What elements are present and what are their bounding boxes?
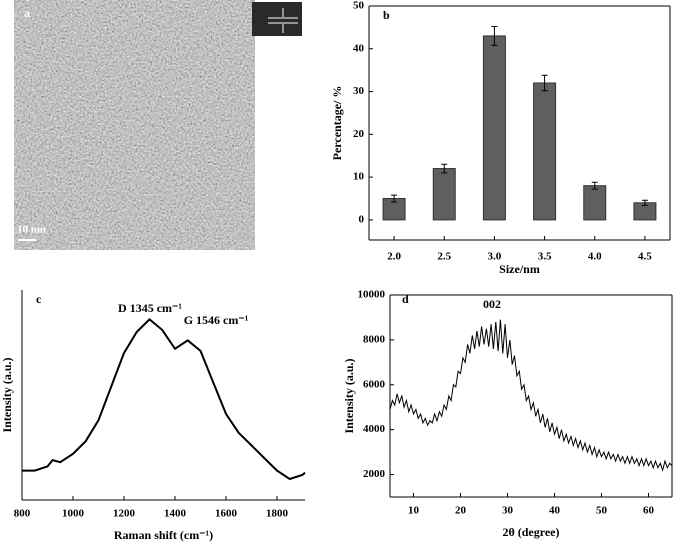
- x-tick-label: 50: [596, 505, 608, 517]
- x-tick-label: 20: [455, 505, 467, 517]
- x-axis-label: 2θ (degree): [502, 525, 559, 539]
- panel-label: b: [383, 8, 390, 22]
- bar: [583, 185, 607, 221]
- x-axis-label: Raman shift (cm⁻¹): [114, 528, 213, 542]
- error-bar: [391, 194, 398, 203]
- bar: [482, 35, 506, 221]
- x-axis-label: Size/nm: [499, 262, 540, 276]
- error-bar: [541, 74, 548, 92]
- x-tick-label: 1200: [113, 508, 136, 520]
- x-tick-label: 4.5: [638, 251, 652, 263]
- annotation: 002: [483, 297, 501, 311]
- x-tick-label: 60: [643, 505, 655, 517]
- y-tick-label: 8000: [363, 333, 386, 345]
- x-tick-label: 1600: [215, 508, 238, 520]
- x-tick-label: 1000: [62, 508, 85, 520]
- x-tick-label: 2.5: [437, 251, 451, 263]
- line: [389, 319, 673, 472]
- bar: [533, 82, 557, 221]
- panel-label: d: [402, 292, 409, 306]
- x-tick-label: 3.5: [538, 251, 552, 263]
- y-tick-label: 10000: [358, 289, 386, 301]
- y-tick-label: 40: [353, 42, 365, 54]
- y-tick-label: 2000: [363, 468, 386, 480]
- x-tick-label: 40: [549, 505, 561, 517]
- y-axis-label: Intensity (a.u.): [342, 358, 356, 433]
- x-tick-label: 2.0: [387, 251, 401, 263]
- inset: [252, 2, 302, 36]
- y-tick-label: 20: [353, 128, 365, 140]
- y-tick-label: 10: [353, 171, 365, 183]
- x-tick-label: 4.0: [588, 251, 602, 263]
- panel-label: c: [36, 292, 42, 306]
- annotation: 0.24 nm: [263, 37, 300, 49]
- x-tick-label: 30: [502, 505, 514, 517]
- x-tick-label: 800: [14, 508, 31, 520]
- tem-texture: [14, 0, 255, 250]
- y-axis-label: Intensity (a.u.): [0, 357, 14, 432]
- y-tick-label: 0: [359, 213, 365, 225]
- annotation: 10 nm: [17, 224, 46, 236]
- x-tick-label: 10: [408, 505, 420, 517]
- y-tick-label: 6000: [363, 378, 386, 390]
- panel-label: a: [24, 6, 30, 20]
- error-bar: [641, 199, 648, 206]
- line: [22, 318, 306, 481]
- y-tick-label: 30: [353, 85, 365, 97]
- y-tick-label: 50: [353, 0, 365, 12]
- bar: [432, 168, 456, 221]
- annotation: G 1546 cm⁻¹: [184, 313, 249, 327]
- x-tick-label: 3.0: [488, 251, 502, 263]
- error-bar: [591, 181, 598, 190]
- y-tick-label: 4000: [363, 423, 386, 435]
- x-tick-label: 1800: [266, 508, 289, 520]
- annotation: D 1345 cm⁻¹: [118, 301, 182, 315]
- y-axis-label: Percentage/ %: [330, 86, 344, 161]
- error-bar: [441, 163, 448, 174]
- error-bar: [491, 26, 498, 46]
- x-tick-label: 1400: [164, 508, 187, 520]
